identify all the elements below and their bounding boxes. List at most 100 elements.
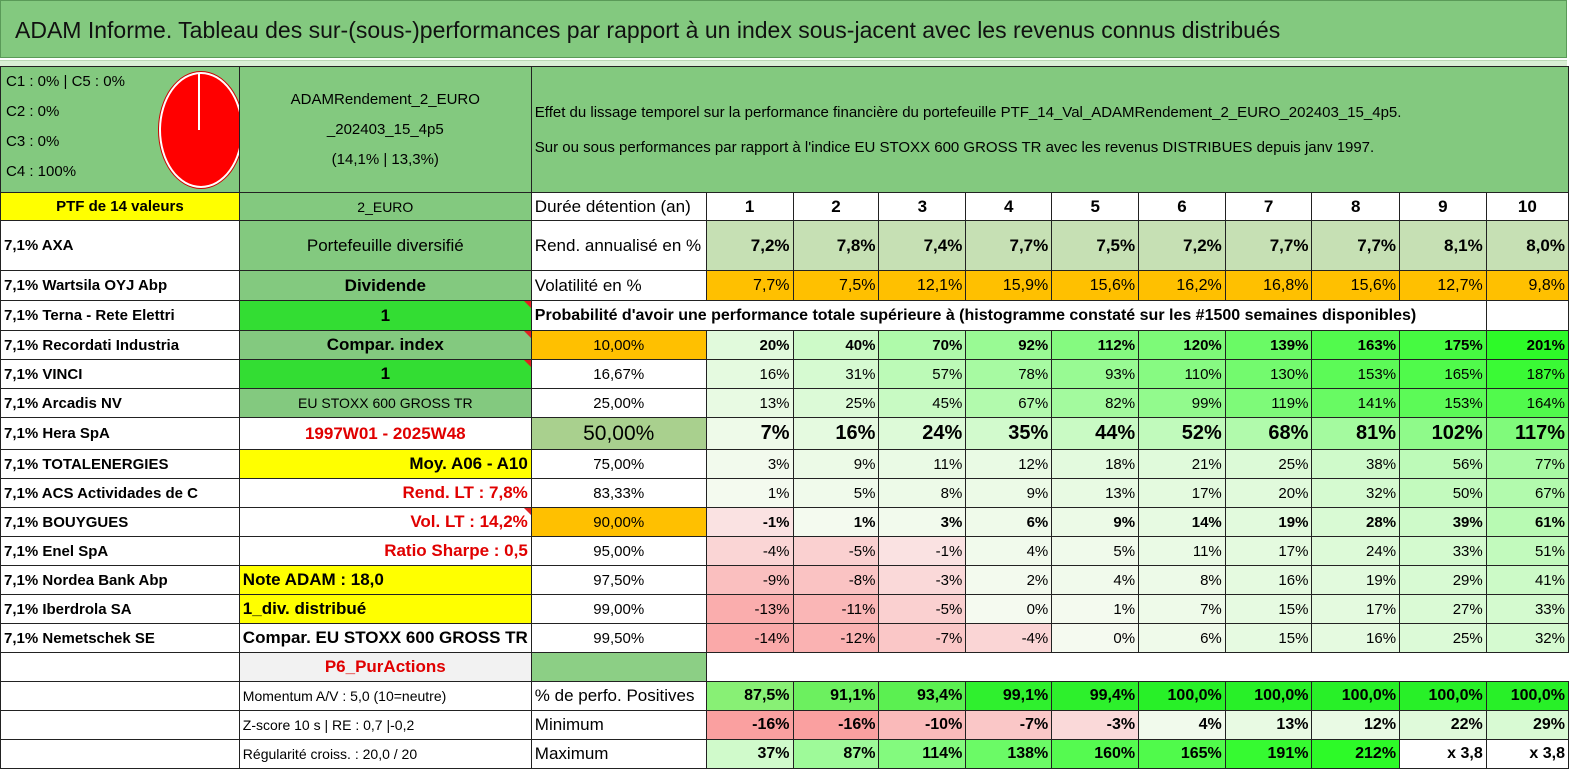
annual-return-value: 8,0%	[1485, 220, 1569, 271]
holding-item: 7,1% Wartsila OYJ Abp	[0, 270, 240, 301]
table-row: 7,1% ACS Actividades de C Rend. LT : 7,8%…	[0, 478, 1569, 508]
probability-value: 99%	[1138, 388, 1226, 418]
stat-value: 165%	[1138, 739, 1226, 769]
probability-value: 165%	[1399, 359, 1487, 389]
stat-value: 100,0%	[1485, 681, 1569, 711]
probability-value: 68%	[1224, 417, 1313, 450]
probability-value: 32%	[1485, 623, 1569, 653]
probability-value: 67%	[965, 388, 1053, 418]
probability-value: 7%	[705, 417, 794, 450]
probability-value: 1%	[792, 507, 880, 537]
probability-value: 5%	[792, 478, 880, 508]
stat-value: 99,1%	[965, 681, 1053, 711]
probability-value: 141%	[1311, 388, 1401, 418]
stat-value: 100,0%	[1399, 681, 1487, 711]
probability-value: 16%	[705, 359, 794, 389]
probability-value: 78%	[965, 359, 1053, 389]
holding-item: 7,1% Hera SpA	[0, 417, 240, 450]
probability-value: 153%	[1311, 359, 1401, 389]
probability-threshold: 95,00%	[530, 536, 707, 566]
probability-value: -9%	[705, 565, 794, 595]
table-row: 7,1% VINCI 1 16,67% 16% 31% 57% 78% 93% 110% 130%…	[0, 359, 1569, 389]
probability-value: -5%	[792, 536, 880, 566]
probability-value: 9%	[965, 478, 1053, 508]
holding-item: 7,1% Enel SpA	[0, 536, 240, 566]
probability-value: 77%	[1485, 449, 1569, 479]
empty-cell	[530, 652, 707, 682]
empty-cell	[705, 652, 1569, 682]
volatility-label: Volatilité en %	[530, 270, 707, 301]
flag-value: 1	[238, 300, 532, 331]
stat-value: 100,0%	[1311, 681, 1401, 711]
probability-value: 35%	[965, 417, 1053, 450]
stat-value: 160%	[1051, 739, 1140, 769]
holding-item: 7,1% BOUYGUES	[0, 507, 240, 537]
probability-value: 18%	[1051, 449, 1140, 479]
probability-threshold: 16,67%	[530, 359, 707, 389]
portfolio-currency: 2_EURO	[238, 192, 532, 221]
table-row: 7,1% Terna - Rete Elettri 1 Probabilité d'…	[0, 300, 1569, 331]
probability-value: -12%	[792, 623, 880, 653]
stat-value: -10%	[878, 710, 967, 740]
annual-return-value: 7,2%	[705, 220, 794, 271]
stat-value: 87,5%	[705, 681, 794, 711]
stat-value: x 3,8	[1485, 739, 1569, 769]
probability-value: 28%	[1311, 507, 1401, 537]
probability-value: 187%	[1485, 359, 1569, 389]
probability-value: 4%	[965, 536, 1053, 566]
probability-value: 153%	[1399, 388, 1487, 418]
year-header-9: 9	[1399, 192, 1487, 221]
probability-value: 57%	[878, 359, 967, 389]
probability-threshold: 90,00%	[530, 507, 707, 537]
volatility-value: 9,8%	[1485, 270, 1569, 301]
analysis-period: 1997W01 - 2025W48	[238, 417, 532, 450]
probability-value: 24%	[1311, 536, 1401, 566]
probability-value: 120%	[1138, 330, 1226, 360]
probability-value: 19%	[1311, 565, 1401, 595]
probability-value: 17%	[1138, 478, 1226, 508]
probability-threshold: 99,50%	[530, 623, 707, 653]
legend-c1-c5: C1 : 0% | C5 : 0%	[6, 73, 125, 90]
holding-item: 7,1% Nemetschek SE	[0, 623, 240, 653]
adam-score: Note ADAM : 18,0	[238, 565, 532, 595]
probability-value: 44%	[1051, 417, 1140, 450]
probability-value: 17%	[1224, 536, 1313, 566]
stat-value: 37%	[705, 739, 794, 769]
stat-value: 99,4%	[1051, 681, 1140, 711]
probability-value: 25%	[1399, 623, 1487, 653]
income-type: Dividende	[238, 270, 532, 301]
table-row: 7,1% AXA Portefeuille diversifié Rend. ann…	[0, 220, 1569, 271]
volatility-value: 15,6%	[1051, 270, 1140, 301]
probability-value: 41%	[1485, 565, 1569, 595]
probability-threshold: 83,33%	[530, 478, 707, 508]
probability-value: 175%	[1399, 330, 1487, 360]
stat-value: -7%	[965, 710, 1053, 740]
volatility-value: 15,6%	[1311, 270, 1401, 301]
probability-value: 67%	[1485, 478, 1569, 508]
portfolio-type: Portefeuille diversifié	[238, 220, 532, 271]
stat-value: -16%	[792, 710, 880, 740]
probability-value: 39%	[1399, 507, 1487, 537]
volatility-value: 16,2%	[1138, 270, 1226, 301]
probability-value: -7%	[878, 623, 967, 653]
table-row: 7,1% Nordea Bank Abp Note ADAM : 18,0 97,5…	[0, 565, 1569, 595]
dividend-mode: 1_div. distribué	[238, 594, 532, 624]
probability-value: 163%	[1311, 330, 1401, 360]
probability-value: 92%	[965, 330, 1053, 360]
index-name: EU STOXX 600 GROSS TR	[238, 388, 532, 418]
stat-info-3: Régularité croiss. : 20,0 / 20	[238, 739, 532, 769]
annual-return-value: 7,7%	[965, 220, 1053, 271]
empty-cell	[0, 739, 240, 769]
stat-value: 191%	[1224, 739, 1313, 769]
probability-value: -5%	[878, 594, 967, 624]
probability-value: 24%	[878, 417, 967, 450]
comparison-index: Compar. EU STOXX 600 GROSS TR	[238, 623, 532, 653]
probability-value: 82%	[1051, 388, 1140, 418]
probability-value: 6%	[965, 507, 1053, 537]
holding-item: 7,1% AXA	[0, 220, 240, 271]
probability-value: 9%	[1051, 507, 1140, 537]
table-row: 7,1% Wartsila OYJ Abp Dividende Volatilité…	[0, 270, 1569, 301]
stat-label-3: Maximum	[530, 739, 707, 769]
probability-value: 25%	[792, 388, 880, 418]
probability-value: 11%	[878, 449, 967, 479]
